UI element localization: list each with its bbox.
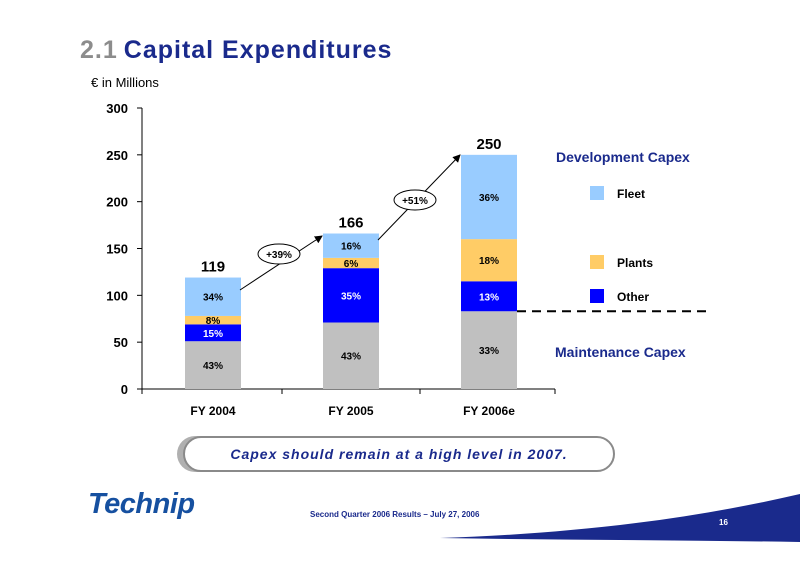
segment-label: 33% <box>479 346 499 357</box>
bar-segment <box>323 268 379 323</box>
segment-label: 35% <box>341 291 361 302</box>
segment-label: 43% <box>341 352 361 363</box>
bar-segment <box>323 233 379 258</box>
growth-oval <box>393 189 437 211</box>
segment-label: 6% <box>344 259 359 270</box>
y-tick-label: 0 <box>121 382 128 397</box>
bar-segment <box>323 257 379 269</box>
footer-text: Second Quarter 2006 Results – July 27, 2… <box>310 510 480 519</box>
y-tick-label: 100 <box>106 288 128 303</box>
growth-label: +39% <box>266 250 292 261</box>
bar-segment <box>185 324 241 342</box>
legend-swatch <box>590 255 604 269</box>
growth-annotations: +39% +51% <box>239 154 461 291</box>
segment-label: 36% <box>479 193 499 204</box>
legend-swatch <box>590 186 604 200</box>
bar-segment <box>185 277 241 316</box>
page-number: 16 <box>719 518 728 527</box>
segment-label: 18% <box>479 256 499 267</box>
legend-label: Plants <box>617 256 653 270</box>
y-tick-label: 250 <box>106 148 128 163</box>
chart-axes: 0 50 100 150 200 250 300 FY 2004 FY 2005 FY 2006e <box>106 101 556 418</box>
chart-legend: Development Capex Fleet Plants Other Mainten… <box>517 149 708 360</box>
total-label: 119 <box>201 259 225 276</box>
segment-label: 8% <box>206 316 221 327</box>
total-label: 250 <box>476 136 501 153</box>
growth-oval <box>257 243 301 265</box>
chart-labels: 43% 15% 8% 34% 119 43% 35% 6% 16% 166 33% 13% 18% 36%… <box>201 136 502 372</box>
legend-swatch <box>590 289 604 303</box>
legend-label: Fleet <box>617 187 645 201</box>
y-tick-label: 50 <box>114 335 128 350</box>
total-label: 166 <box>338 215 363 232</box>
x-tick-label: FY 2005 <box>328 404 373 418</box>
legend-development-capex: Development Capex <box>556 149 690 165</box>
bar-segment <box>185 341 241 389</box>
segment-label: 13% <box>479 292 499 303</box>
capex-chart: 0 50 100 150 200 250 300 FY 2004 FY 2005 FY 2006e… <box>106 101 708 418</box>
bar-segment <box>461 311 517 389</box>
slide-title: 2.1 Capital Expenditures <box>80 36 392 65</box>
x-tick-label: FY 2006e <box>463 404 515 418</box>
y-tick-label: 200 <box>106 195 128 210</box>
bar-segment <box>461 239 517 282</box>
y-tick-label: 300 <box>106 101 128 116</box>
bar-segment <box>323 322 379 389</box>
segment-label: 34% <box>203 293 223 304</box>
section-number: 2.1 <box>80 36 118 64</box>
callout-text: Capex should remain at a high level in 2… <box>230 446 568 462</box>
bar-segment <box>185 315 241 325</box>
chart-bars <box>185 154 517 389</box>
legend-label: Other <box>617 290 649 304</box>
y-tick-label: 150 <box>106 242 128 257</box>
growth-label: +51% <box>402 196 428 207</box>
segment-label: 16% <box>341 242 361 253</box>
units-label: € in Millions <box>91 75 159 90</box>
segment-label: 15% <box>203 329 223 340</box>
technip-logo: Technip <box>88 488 195 520</box>
legend-maintenance-capex: Maintenance Capex <box>555 344 686 360</box>
x-tick-label: FY 2004 <box>190 404 235 418</box>
bar-segment <box>461 154 517 240</box>
segment-label: 43% <box>203 361 223 372</box>
title-text: Capital Expenditures <box>123 36 393 64</box>
callout-box: Capex should remain at a high level in 2… <box>183 436 615 472</box>
bar-segment <box>461 281 517 312</box>
